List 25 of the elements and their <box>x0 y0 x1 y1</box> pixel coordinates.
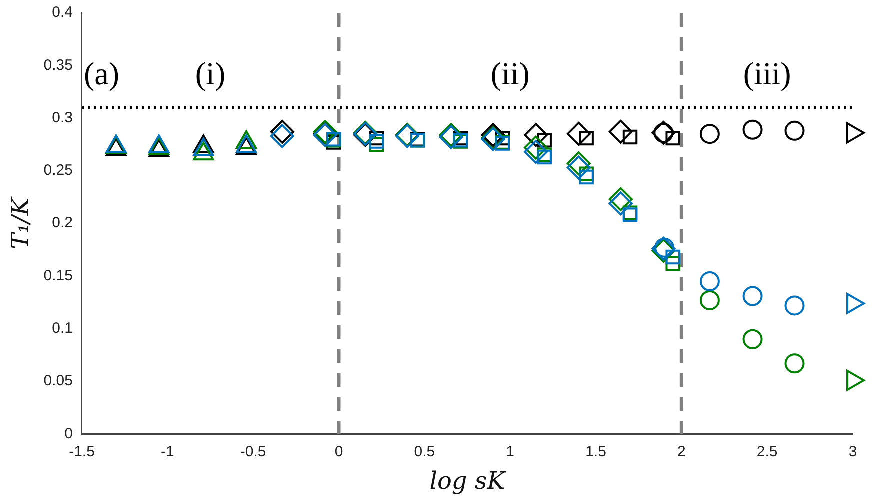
x-tick-label: 1.5 <box>586 443 606 460</box>
x-tick-label: -1 <box>160 443 174 460</box>
y-tick-label: 0.4 <box>52 4 73 22</box>
annotation: (a) <box>84 56 120 92</box>
y-tick-label: 0.1 <box>52 320 73 338</box>
y-tick-label: 0.3 <box>52 109 73 126</box>
y-tick-label: 0.15 <box>44 267 73 284</box>
x-tick-label: -0.5 <box>240 443 266 460</box>
y-axis-title: T₁/K <box>6 196 35 250</box>
x-tick-label: 3 <box>848 443 858 460</box>
y-tick-label: 0.35 <box>44 56 73 74</box>
x-tick-label: -1.5 <box>69 443 95 460</box>
x-tick-label: 2 <box>677 443 686 460</box>
y-tick-label: 0.05 <box>44 372 73 390</box>
y-tick-label: 0.25 <box>44 162 73 180</box>
y-tick-label: 0.2 <box>52 214 73 232</box>
x-axis-title: log sK <box>430 466 508 495</box>
annotation: (ii) <box>490 56 530 92</box>
x-tick-label: 2.5 <box>756 443 778 460</box>
x-tick-label: 0.5 <box>414 443 436 460</box>
x-tick-label: 0 <box>334 443 344 460</box>
x-tick-label: 1 <box>506 443 515 460</box>
annotation: (i) <box>195 56 226 92</box>
annotation: (iii) <box>743 56 792 92</box>
y-tick-label: 0 <box>64 425 73 442</box>
